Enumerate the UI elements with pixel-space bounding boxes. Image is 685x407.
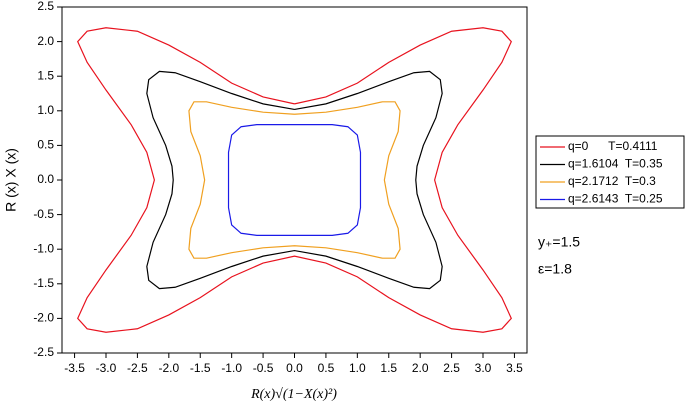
x-tick-label: -0.5 (253, 361, 274, 375)
x-tick-label: -1.0 (221, 361, 242, 375)
x-tick-label: -2.5 (127, 361, 148, 375)
x-tick-label: -3.0 (96, 361, 117, 375)
series-line (227, 124, 362, 236)
x-tick-label: 3.0 (475, 361, 492, 375)
x-axis-label: R(x)√(1−X(x)²) (250, 387, 337, 402)
y-tick-label: 0.5 (37, 138, 54, 152)
x-tick-label: 0.0 (286, 361, 303, 375)
x-tick-label: 2.5 (443, 361, 460, 375)
x-tick-label: 1.0 (349, 361, 366, 375)
x-tick-label: 0.5 (318, 361, 335, 375)
y-tick-label: 2.5 (37, 0, 54, 13)
annotation: y₊=1.5 (538, 234, 580, 250)
y-tick-label: -1.0 (33, 241, 54, 255)
y-tick-label: 1.5 (37, 68, 54, 82)
x-tick-label: -1.5 (190, 361, 211, 375)
x-tick-label: 2.0 (412, 361, 429, 375)
legend (535, 135, 685, 209)
y-tick-label: -0.5 (33, 207, 54, 221)
annotation: ε=1.8 (538, 261, 572, 277)
x-tick-label: 3.5 (506, 361, 523, 375)
y-tick-label: -1.5 (33, 276, 54, 290)
series-line (77, 27, 512, 333)
y-tick-label: -2.5 (33, 345, 54, 359)
legend-label: q=2.1712 T=0.3 (568, 174, 656, 188)
y-tick-label: 0.0 (37, 172, 54, 186)
series-line (146, 70, 443, 290)
x-tick-label: -3.5 (64, 361, 85, 375)
series-line (188, 101, 401, 259)
y-tick-label: 2.0 (37, 34, 54, 48)
y-tick-label: -2.0 (33, 311, 54, 325)
x-tick-label: -2.0 (158, 361, 179, 375)
legend-label: q=2.6143 T=0.25 (568, 192, 663, 206)
y-axis-label: R (x) X (x) (3, 148, 19, 212)
x-tick-label: 1.5 (380, 361, 397, 375)
plot-frame (61, 6, 528, 354)
y-tick-label: 1.0 (37, 103, 54, 117)
legend-label: q=0 T=0.4111 (568, 139, 658, 153)
legend-label: q=1.6104 T=0.35 (568, 157, 663, 171)
